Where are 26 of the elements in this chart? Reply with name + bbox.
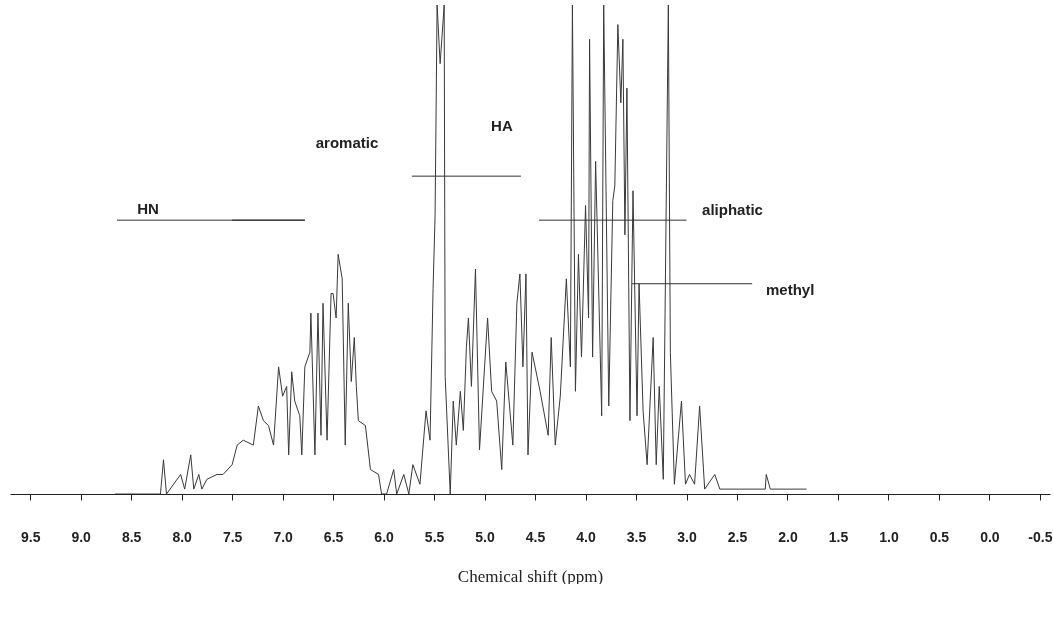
x-tick-label: 0.5 bbox=[929, 528, 950, 545]
x-tick-label: 6.0 bbox=[374, 528, 395, 545]
x-tick-label: 5.0 bbox=[475, 528, 495, 545]
x-tick-label: 7.0 bbox=[273, 528, 294, 545]
annotation: methyl bbox=[765, 280, 815, 298]
x-tick-label: 5.5 bbox=[424, 528, 445, 545]
x-tick-label: 4.5 bbox=[525, 528, 546, 545]
x-tick-label: 0.0 bbox=[980, 528, 1000, 545]
x-tick-label: 6.5 bbox=[323, 528, 344, 545]
annotation: aliphatic bbox=[702, 201, 763, 219]
x-tick-label: 9.0 bbox=[71, 528, 92, 545]
x-tick-label: 4.0 bbox=[576, 528, 596, 545]
x-tick-label: 8.5 bbox=[121, 528, 142, 545]
annotation: aromatic bbox=[315, 134, 379, 151]
x-tick-label: 7.5 bbox=[222, 528, 243, 545]
x-tick-label: 1.0 bbox=[879, 528, 899, 545]
x-tick-label: -0.5 bbox=[1028, 528, 1053, 545]
annotation: HN bbox=[137, 200, 159, 218]
x-tick-label: 1.5 bbox=[828, 528, 849, 545]
x-tick-label: 3.0 bbox=[677, 528, 697, 545]
x-tick-label: 2.0 bbox=[778, 528, 798, 545]
x-tick-label: 8.0 bbox=[172, 528, 193, 545]
x-tick-label: 2.5 bbox=[727, 528, 748, 545]
x-tick-label: 9.5 bbox=[20, 528, 41, 545]
annotation: HA bbox=[491, 117, 513, 135]
x-tick-label: 3.5 bbox=[626, 528, 647, 545]
